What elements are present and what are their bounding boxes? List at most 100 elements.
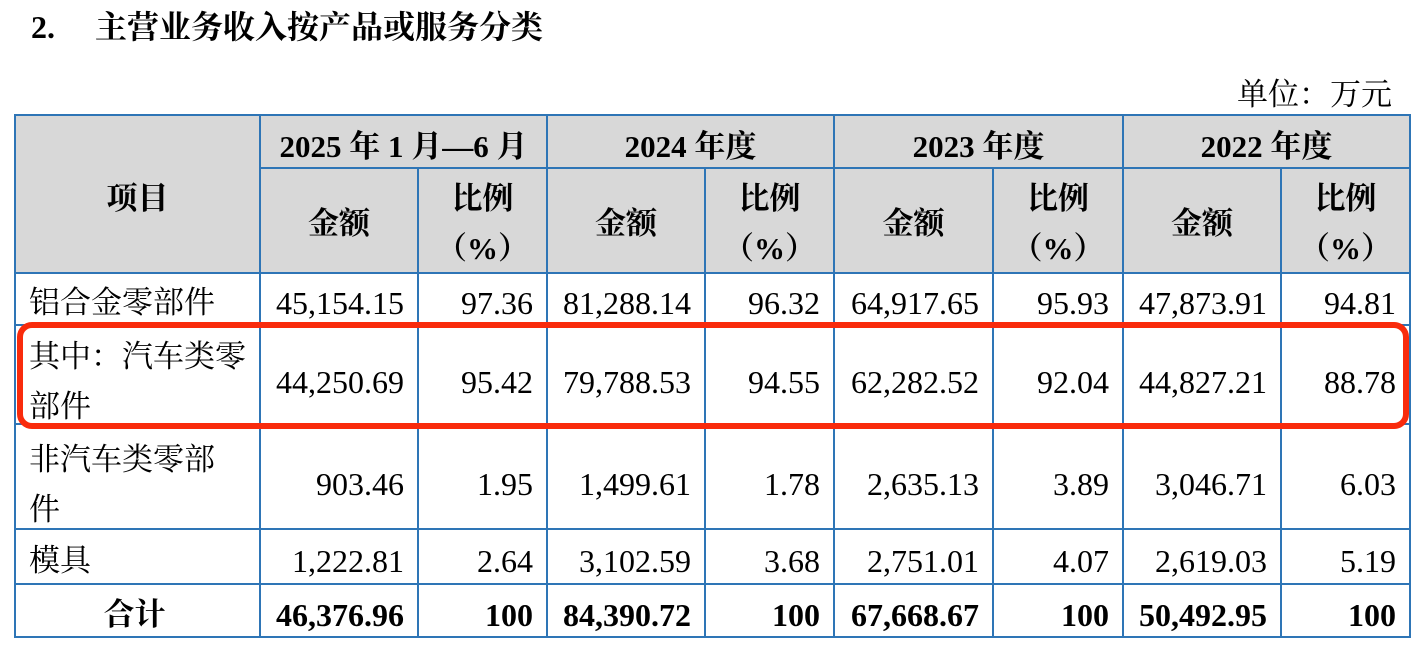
cell-text: 2022 年度 <box>1200 128 1333 164</box>
row-item-line2: 件 <box>29 491 60 527</box>
table-row-non-auto-parts: 非汽车类零部件 903.46 1.95 1,499.61 1.78 2,635.… <box>14 423 1411 530</box>
cell-ratio: 4.07 <box>992 528 1124 585</box>
cell-ratio: 6.03 <box>1280 423 1411 530</box>
ratio-label: 比例 （%） <box>436 174 529 274</box>
ratio-label: 比例 （%） <box>723 174 816 274</box>
cell-amount: 44,250.69 <box>259 324 419 425</box>
cell-text: 45,154.15 <box>276 285 404 321</box>
cell-text: 88.78 <box>1324 363 1396 400</box>
cell-ratio: 92.04 <box>992 324 1124 425</box>
cell-text: 100 <box>1061 596 1109 633</box>
cell-text: 67,668.67 <box>851 596 979 633</box>
cell-text: 3,102.59 <box>579 542 691 579</box>
header-amount-2025h1: 金额 <box>259 167 419 274</box>
cell-text: 97.36 <box>461 285 533 321</box>
cell-ratio: 3.68 <box>704 528 835 585</box>
section-title: 2. 主营业务收入按产品或服务分类 <box>31 4 543 50</box>
cell-ratio: 88.78 <box>1280 324 1411 425</box>
row-item-label: 铝合金零部件 <box>14 272 261 326</box>
cell-text: 3.89 <box>1053 465 1109 502</box>
cell-text: 2,635.13 <box>867 465 979 502</box>
cell-text: 6.03 <box>1340 465 1396 502</box>
ratio-label-line1: 比例 <box>1027 180 1089 216</box>
table-row-auto-parts-highlighted: 其中：汽车类零 部件 44,250.69 95.42 79,788.53 94.5… <box>14 324 1411 425</box>
cell-text: 1,499.61 <box>579 465 691 502</box>
cell-text: 84,390.72 <box>563 596 691 633</box>
cell-text: 2,619.03 <box>1155 542 1267 579</box>
cell-text: 1,222.81 <box>292 542 404 579</box>
row-item-lines: 非汽车类零部件 <box>29 435 253 535</box>
cell-text: 903.46 <box>316 465 404 502</box>
cell-ratio: 2.64 <box>417 528 548 585</box>
ratio-label: 比例 （%） <box>1299 174 1392 274</box>
cell-amount: 2,635.13 <box>833 423 994 530</box>
cell-text: 79,788.53 <box>563 363 691 400</box>
row-item-label: 非汽车类零部件 <box>14 423 261 530</box>
cell-text: 模具 <box>29 542 91 578</box>
cell-amount: 67,668.67 <box>833 583 994 638</box>
cell-amount: 45,154.15 <box>259 272 419 326</box>
row-item-label: 其中：汽车类零 部件 <box>14 324 261 425</box>
cell-ratio: 1.78 <box>704 423 835 530</box>
cell-amount: 64,917.65 <box>833 272 994 326</box>
revenue-by-product-table: 项目 2025 年 1 月—6 月 2024 年度 2023 年度 2022 年… <box>14 114 1411 638</box>
row-item-lines: 其中：汽车类零 部件 <box>29 332 253 428</box>
cell-text: 2024 年度 <box>624 128 757 164</box>
cell-text: 44,250.69 <box>276 363 404 400</box>
cell-amount: 81,288.14 <box>546 272 706 326</box>
cell-text: 项目 <box>106 181 169 216</box>
cell-text: 100 <box>772 596 820 633</box>
cell-amount: 44,827.21 <box>1122 324 1282 425</box>
cell-ratio: 97.36 <box>417 272 548 326</box>
header-period-2023: 2023 年度 <box>833 114 1124 169</box>
ratio-label-line2: （%） <box>1011 230 1105 266</box>
cell-text: 64,917.65 <box>851 285 979 321</box>
cell-amount: 46,376.96 <box>259 583 419 638</box>
cell-amount: 79,788.53 <box>546 324 706 425</box>
cell-text: 金额 <box>1171 205 1233 241</box>
cell-text: 46,376.96 <box>276 596 404 633</box>
row-item-label: 模具 <box>14 528 261 585</box>
cell-text: 5.19 <box>1340 542 1396 579</box>
cell-text: 金额 <box>882 205 945 241</box>
header-ratio-2024: 比例 （%） <box>704 167 835 274</box>
cell-text: 81,288.14 <box>563 285 691 321</box>
cell-amount: 47,873.91 <box>1122 272 1282 326</box>
cell-text: 100 <box>485 596 533 633</box>
cell-amount: 2,619.03 <box>1122 528 1282 585</box>
header-period-2024: 2024 年度 <box>546 114 835 169</box>
ratio-label-line2: （%） <box>1299 230 1392 266</box>
cell-text: 2.64 <box>477 542 533 579</box>
cell-ratio: 94.81 <box>1280 272 1411 326</box>
cell-amount: 3,102.59 <box>546 528 706 585</box>
section-title-text: 主营业务收入按产品或服务分类 <box>95 9 544 45</box>
cell-text: 62,282.52 <box>851 363 979 400</box>
cell-text: 铝合金零部件 <box>29 285 215 320</box>
cell-text: 94.81 <box>1324 285 1396 321</box>
cell-text: 3,046.71 <box>1155 465 1267 502</box>
cell-text: 92.04 <box>1037 363 1109 400</box>
cell-text: 47,873.91 <box>1139 285 1267 321</box>
cell-ratio: 100 <box>704 583 835 638</box>
ratio-label-line1: 比例 <box>1314 180 1377 216</box>
cell-ratio: 94.55 <box>704 324 835 425</box>
cell-text: 金额 <box>595 205 657 241</box>
cell-amount: 2,751.01 <box>833 528 994 585</box>
cell-amount: 1,499.61 <box>546 423 706 530</box>
cell-text: 1.95 <box>477 465 533 502</box>
cell-text: 44,827.21 <box>1139 363 1267 400</box>
ratio-label-line2: （%） <box>723 230 816 266</box>
cell-text: 100 <box>1348 596 1396 633</box>
header-amount-2024: 金额 <box>546 167 706 274</box>
header-period-2025h1: 2025 年 1 月—6 月 <box>259 114 548 169</box>
table-row-total: 合计 46,376.96 100 84,390.72 100 67,668.67… <box>14 583 1411 638</box>
header-ratio-2022: 比例 （%） <box>1280 167 1411 274</box>
ratio-label-line2: （%） <box>436 230 529 266</box>
cell-text: 合计 <box>103 596 166 632</box>
header-period-2022: 2022 年度 <box>1122 114 1411 169</box>
cell-text: 2,751.01 <box>867 542 979 579</box>
cell-amount: 62,282.52 <box>833 324 994 425</box>
cell-text: 4.07 <box>1053 542 1109 579</box>
cell-amount: 50,492.95 <box>1122 583 1282 638</box>
